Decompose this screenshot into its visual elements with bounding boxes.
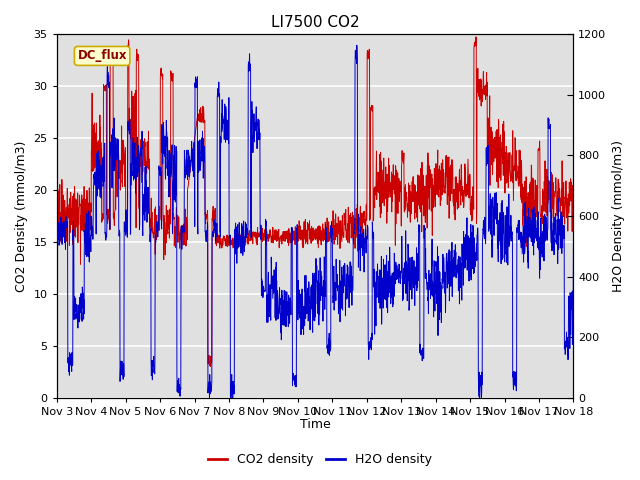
Legend: CO2 density, H2O density: CO2 density, H2O density [204,448,436,471]
Text: DC_flux: DC_flux [77,49,127,62]
Title: LI7500 CO2: LI7500 CO2 [271,15,360,30]
X-axis label: Time: Time [300,419,330,432]
Y-axis label: CO2 Density (mmol/m3): CO2 Density (mmol/m3) [15,140,28,292]
Y-axis label: H2O Density (mmol/m3): H2O Density (mmol/m3) [612,140,625,292]
